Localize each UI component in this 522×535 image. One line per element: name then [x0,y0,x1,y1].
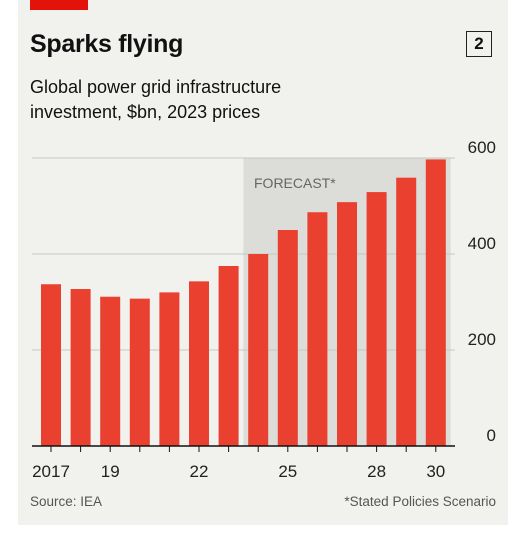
bar [277,230,298,446]
bar [159,292,180,446]
brand-red-tag [30,0,88,10]
bar [70,289,91,446]
y-tick-label: 0 [487,426,496,445]
bar [218,266,239,446]
x-tick-label: 25 [278,462,297,481]
scenario-footnote: *Stated Policies Scenario [344,494,496,509]
y-tick-label: 200 [468,330,496,349]
bar [396,177,417,446]
x-tick-label: 30 [426,462,445,481]
chart-number-badge: 2 [466,31,492,57]
bar [129,298,150,446]
y-tick-label: 600 [468,138,496,157]
bar [41,284,61,446]
x-tick-label: 22 [190,462,209,481]
x-tick-label: 19 [101,462,120,481]
bar [425,159,446,446]
bar [366,192,387,446]
x-tick-label: 28 [367,462,386,481]
y-tick-label: 400 [468,234,496,253]
chart-subtitle: Global power grid infrastructure investm… [30,77,282,122]
chart-title: Sparks flying [30,30,184,58]
x-tick-label: 2017 [32,462,70,481]
forecast-label: FORECAST* [254,175,336,191]
bar [100,296,121,446]
bar [248,254,269,446]
bar [307,212,328,446]
bar [189,281,209,446]
bar [337,202,357,446]
source-note: Source: IEA [30,494,103,509]
